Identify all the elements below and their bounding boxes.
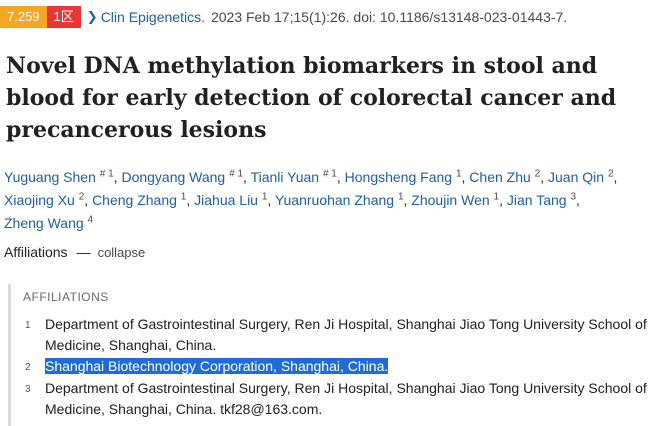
author-link[interactable]: Chen Zhu (469, 169, 531, 185)
author-affiliation-ref[interactable]: # 1 (322, 168, 337, 180)
author-affiliation-ref[interactable]: 1 (455, 168, 462, 180)
author-link[interactable]: Tianli Yuan (250, 169, 320, 185)
author-entry: Jian Tang 3, (506, 191, 580, 208)
author-link[interactable]: Xiaojing Xu (4, 192, 75, 208)
author-link[interactable]: Cheng Zhang (92, 192, 177, 208)
author-link[interactable]: Zhoujin Wen (411, 192, 490, 208)
journal-zone-badge: 1区 (46, 6, 81, 28)
author-link[interactable]: Zheng Wang (4, 215, 84, 231)
citation-line: 7.259 1区 ❯ Clin Epigenetics. 2023 Feb 17… (0, 6, 567, 28)
author-entry: Xiaojing Xu 2, (4, 191, 89, 208)
author-entry: Tianli Yuan # 1, (250, 168, 341, 185)
article-title: Novel DNA methylation biomarkers in stoo… (6, 53, 617, 143)
author-link[interactable]: Yuguang Shen (4, 169, 96, 185)
author-affiliation-ref[interactable]: 1 (180, 191, 187, 203)
affiliations-toggle: Affiliations — collapse (4, 244, 145, 260)
author-affiliation-ref[interactable]: 1 (397, 191, 404, 203)
chevron-right-icon: ❯ (86, 9, 98, 24)
author-entry: Juan Qin 2, (548, 168, 618, 185)
affiliation-item: 1 Department of Gastrointestinal Surgery… (25, 314, 650, 356)
author-entry: Cheng Zhang 1, (92, 191, 191, 208)
affiliation-text: Department of Gastrointestinal Surgery, … (45, 316, 647, 353)
citation-details: 2023 Feb 17;15(1):26. doi: 10.1186/s1314… (210, 9, 568, 25)
author-affiliation-ref[interactable]: 4 (87, 214, 94, 226)
author-affiliation-ref[interactable]: 2 (534, 168, 541, 180)
affiliation-number: 1 (25, 320, 31, 331)
collapse-affiliations-button[interactable]: collapse (97, 244, 146, 260)
author-affiliation-ref[interactable]: 2 (607, 168, 614, 180)
author-entry: Zhoujin Wen 1, (411, 191, 503, 208)
author-link[interactable]: Yuanruohan Zhang (274, 192, 395, 208)
author-entry: Jiahua Liu 1, (194, 191, 272, 208)
author-affiliation-ref[interactable]: 2 (78, 191, 85, 203)
affiliations-panel: AFFILIATIONS 1 Department of Gastrointes… (8, 284, 650, 426)
author-entry: Hongsheng Fang 1, (344, 168, 466, 185)
author-list: Yuguang Shen # 1, Dongyang Wang # 1, Tia… (4, 166, 646, 235)
author-entry: Yuguang Shen # 1, (4, 168, 118, 185)
affiliations-dash: — (76, 244, 91, 260)
author-link[interactable]: Juan Qin (548, 169, 605, 185)
author-entry: Yuanruohan Zhang 1, (274, 191, 408, 208)
affiliation-number: 2 (25, 362, 31, 373)
affiliation-number: 3 (25, 384, 31, 395)
author-entry: Dongyang Wang # 1, (121, 168, 247, 185)
affiliation-text: Department of Gastrointestinal Surgery, … (45, 380, 647, 417)
affiliation-item: 3 Department of Gastrointestinal Surgery… (25, 378, 650, 420)
affiliation-list: 1 Department of Gastrointestinal Surgery… (25, 314, 650, 420)
affiliations-label: Affiliations (4, 244, 68, 260)
author-entry: Chen Zhu 2, (469, 168, 545, 185)
author-link[interactable]: Jiahua Liu (194, 192, 258, 208)
author-link[interactable]: Hongsheng Fang (344, 169, 453, 185)
author-affiliation-ref[interactable]: # 1 (229, 168, 244, 180)
impact-factor-badge: 7.259 (0, 6, 47, 28)
affiliation-item: 2 Shanghai Biotechnology Corporation, Sh… (25, 356, 650, 378)
affiliations-heading: AFFILIATIONS (23, 290, 109, 304)
author-affiliation-ref[interactable]: 3 (570, 191, 577, 203)
journal-link[interactable]: Clin Epigenetics. (100, 9, 205, 25)
author-affiliation-ref[interactable]: 1 (261, 191, 268, 203)
affiliation-text-selected: Shanghai Biotechnology Corporation, Shan… (45, 358, 389, 374)
author-link[interactable]: Dongyang Wang (121, 169, 226, 185)
author-link[interactable]: Jian Tang (506, 192, 567, 208)
author-entry: Zheng Wang 4 (4, 215, 93, 231)
author-affiliation-ref[interactable]: 1 (493, 191, 500, 203)
author-affiliation-ref[interactable]: # 1 (99, 168, 114, 180)
